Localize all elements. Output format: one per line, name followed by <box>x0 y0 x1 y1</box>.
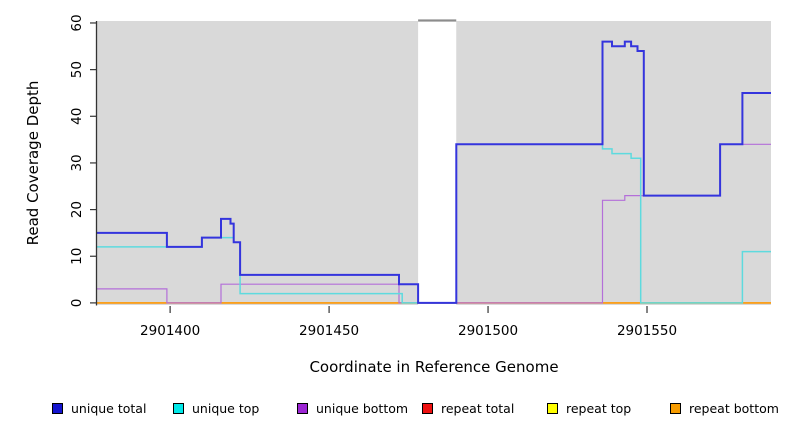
y-tick-label: 50 <box>69 61 85 78</box>
x-axis-title: Coordinate in Reference Genome <box>309 358 559 376</box>
x-tick-label: 2901450 <box>299 323 359 339</box>
y-tick-label: 60 <box>69 14 85 31</box>
x-tick-label: 2901500 <box>458 323 518 339</box>
y-tick-label: 20 <box>69 201 85 218</box>
series-line-unique-total <box>97 40 771 304</box>
x-tick-label: 2901550 <box>617 323 677 339</box>
y-tick-label: 10 <box>69 248 85 265</box>
y-tick-label: 0 <box>69 299 85 308</box>
y-tick-label: 30 <box>69 154 85 171</box>
gap-top-border <box>418 19 457 22</box>
no-data-gap-band <box>418 21 457 305</box>
y-axis-title: Read Coverage Depth <box>24 80 42 246</box>
x-tick-label: 2901400 <box>140 323 200 339</box>
y-tick-label: 40 <box>69 108 85 125</box>
